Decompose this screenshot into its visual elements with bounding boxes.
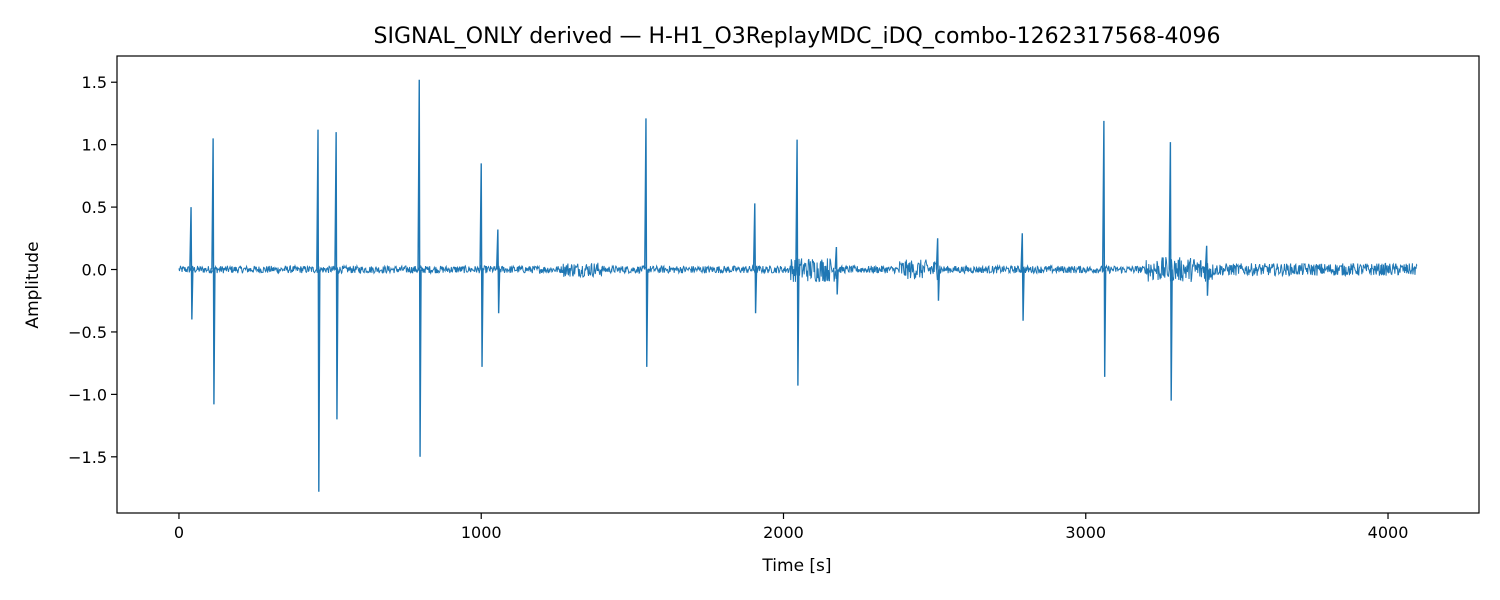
x-tick-label: 4000 — [1368, 523, 1409, 542]
y-tick-label: −1.5 — [68, 448, 107, 467]
signal-spike — [644, 118, 649, 367]
signal-spike — [834, 247, 839, 295]
x-axis: 0 1000 2000 3000 4000 — [174, 513, 1409, 542]
signal-spike — [1204, 245, 1210, 296]
signal-spike — [1168, 142, 1173, 401]
signal-spike — [495, 229, 501, 314]
signal-spike — [334, 132, 339, 420]
signal-spike — [795, 139, 800, 386]
chart-title: SIGNAL_ONLY derived — H-H1_O3ReplayMDC_i… — [373, 24, 1220, 49]
signal-spike — [316, 129, 321, 492]
signal-spike — [417, 79, 422, 457]
y-axis-label: Amplitude — [23, 241, 43, 328]
signal-spike — [1020, 233, 1025, 321]
y-tick-label: 1.5 — [82, 73, 107, 92]
y-tick-label: 1.0 — [82, 136, 107, 155]
y-tick-label: 0.0 — [82, 261, 107, 280]
signal-spike — [752, 203, 758, 314]
signal-spike — [479, 163, 484, 367]
x-tick-label: 1000 — [461, 523, 502, 542]
x-tick-label: 2000 — [763, 523, 804, 542]
signal-spike — [211, 138, 216, 405]
signal-spike — [1101, 120, 1107, 377]
x-axis-label: Time [s] — [761, 556, 831, 576]
signal-spike — [935, 238, 941, 301]
y-tick-label: −1.0 — [68, 385, 107, 404]
plot-frame — [116, 55, 1480, 514]
y-tick-label: 0.5 — [82, 198, 107, 217]
x-tick-label: 3000 — [1065, 523, 1106, 542]
y-tick-label: −0.5 — [68, 323, 107, 342]
y-axis: −1.5 −1.0 −0.5 0.0 0.5 1.0 1.5 — [68, 73, 117, 467]
x-tick-label: 0 — [174, 523, 184, 542]
signal-series — [178, 79, 1418, 492]
signal-spike — [189, 207, 194, 320]
